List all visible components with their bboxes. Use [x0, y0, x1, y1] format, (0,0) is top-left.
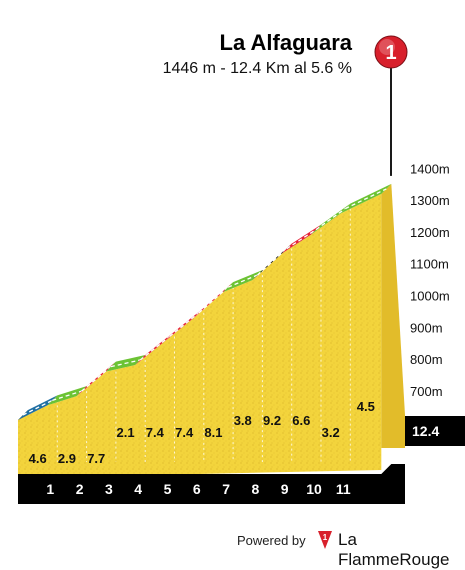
- total-distance-band: [405, 416, 465, 446]
- km-axis-label: 1: [46, 481, 54, 497]
- segment-centerline: [139, 335, 170, 361]
- gradient-segment: [76, 361, 116, 397]
- climb-title: La Alfaguara: [219, 30, 352, 55]
- powered-by-label: Powered by: [237, 533, 306, 548]
- segment-centerline: [345, 188, 387, 210]
- y-axis-tick-label: 1100m: [410, 257, 449, 272]
- gradient-label: 6.6: [292, 413, 310, 428]
- y-axis-tick-label: 1000m: [410, 289, 450, 304]
- segment-centerline: [110, 359, 141, 368]
- terrain-layer: [18, 183, 465, 504]
- y-axis-tick-label: 1200m: [410, 225, 450, 240]
- gradient-label: 4.6: [29, 451, 47, 466]
- gradient-label: 9.2: [263, 413, 281, 428]
- gradient-label: 7.4: [175, 425, 194, 440]
- segment-centerline: [169, 312, 200, 337]
- km-axis-label: 7: [222, 481, 230, 497]
- gradient-segment: [193, 282, 234, 318]
- marker-circle: [374, 35, 408, 69]
- gradient-label: 7.7: [87, 451, 105, 466]
- flame-rouge-logo-icon: 1: [318, 531, 332, 549]
- km-axis-label: 8: [252, 481, 260, 497]
- segment-centerline: [52, 390, 82, 401]
- gradient-label: 3.2: [322, 425, 340, 440]
- brand-name: La FlammeRouge: [338, 530, 450, 569]
- km-axis-label: 10: [306, 481, 322, 497]
- gradient-segment: [252, 243, 292, 281]
- chart-labels: 700m 800m 900m 1000m 1100m 1200m 1300m 1400m 4.6…: [29, 161, 450, 497]
- y-axis-tick-label: 700m: [410, 384, 443, 399]
- segment-centerline: [22, 399, 53, 416]
- km-axis-label: 5: [164, 481, 172, 497]
- km-axis-label: 11: [336, 481, 351, 497]
- km-axis-label: 6: [193, 481, 201, 497]
- y-axis-tick-label: 1400m: [410, 161, 450, 176]
- total-distance-label: 12.4: [412, 423, 439, 439]
- km-axis-label: 3: [105, 481, 113, 497]
- km-gridlines: [56, 203, 351, 462]
- y-axis-tick-label: 1300m: [410, 193, 450, 208]
- gradient-ribbon: [18, 169, 406, 420]
- km-axis-band: [18, 464, 405, 504]
- summit-marker: 1: [374, 35, 408, 176]
- marker-label: 1: [385, 42, 396, 64]
- segment-centerline: [81, 366, 112, 392]
- km-axis-label: 9: [281, 481, 289, 497]
- y-axis-tick-label: 800m: [410, 352, 443, 367]
- svg-text:1: 1: [323, 533, 328, 542]
- gradient-label: 8.1: [204, 425, 222, 440]
- segment-centerline: [227, 274, 258, 288]
- gradient-label: 4.5: [357, 399, 375, 414]
- marker-highlight: [379, 39, 395, 55]
- gradient-label: 2.9: [58, 451, 76, 466]
- segment-centerline: [286, 229, 317, 250]
- gradient-label: 3.8: [234, 413, 252, 428]
- y-axis-tick-label: 900m: [410, 320, 443, 335]
- segment-centerline: [315, 208, 346, 231]
- gradient-label: 2.1: [117, 425, 135, 440]
- km-axis-label: 4: [134, 481, 142, 497]
- terrain-end-face: [381, 183, 405, 449]
- climb-stats: 1446 m - 12.4 Km al 5.6 %: [162, 60, 352, 77]
- terrain-body: [18, 193, 382, 479]
- footer: Powered by 1 La FlammeRouge: [0, 528, 465, 569]
- km-axis-label: 2: [76, 481, 84, 497]
- gradient-label: 7.4: [146, 425, 165, 440]
